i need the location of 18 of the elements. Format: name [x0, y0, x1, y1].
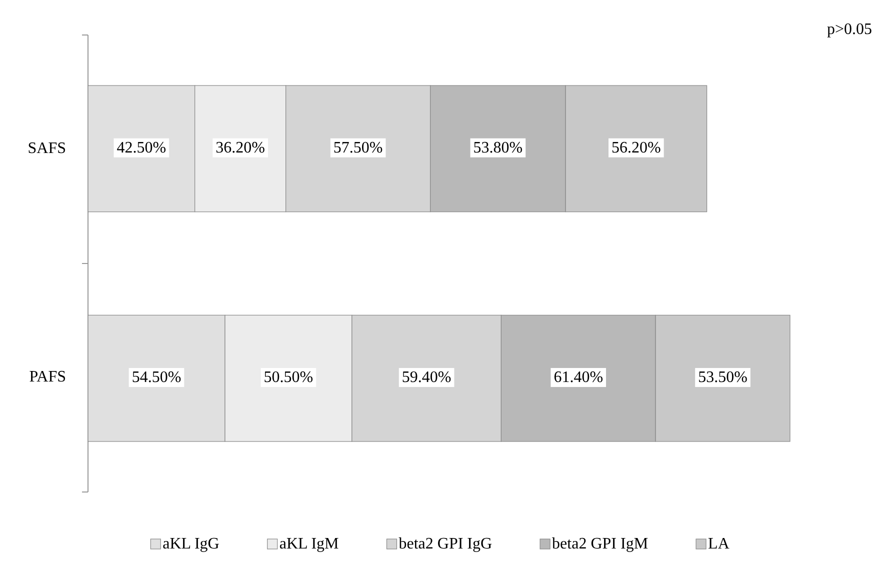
legend-label: beta2 GPI IgM: [552, 536, 648, 553]
data-label: 57.50%: [333, 139, 383, 156]
data-label: 50.50%: [264, 368, 314, 386]
text: p>0.05: [826, 21, 872, 38]
data-label: 53.50%: [698, 368, 748, 386]
data-label: 56.20%: [612, 139, 661, 156]
y-tick-label: PAFS: [29, 368, 66, 386]
data-label: 54.50%: [132, 368, 182, 386]
legend-label: beta2 GPI IgG: [398, 536, 492, 553]
legend-label: aKL IgG: [162, 536, 220, 553]
data-label: 61.40%: [554, 368, 604, 386]
data-label: 53.80%: [473, 139, 523, 156]
legend-label: LA: [708, 536, 730, 553]
legend-label: aKL IgM: [279, 536, 339, 553]
data-label: 42.50%: [116, 139, 166, 156]
y-tick-label: SAFS: [28, 140, 66, 157]
data-label: 59.40%: [402, 368, 452, 386]
data-label: 36.20%: [216, 139, 265, 156]
